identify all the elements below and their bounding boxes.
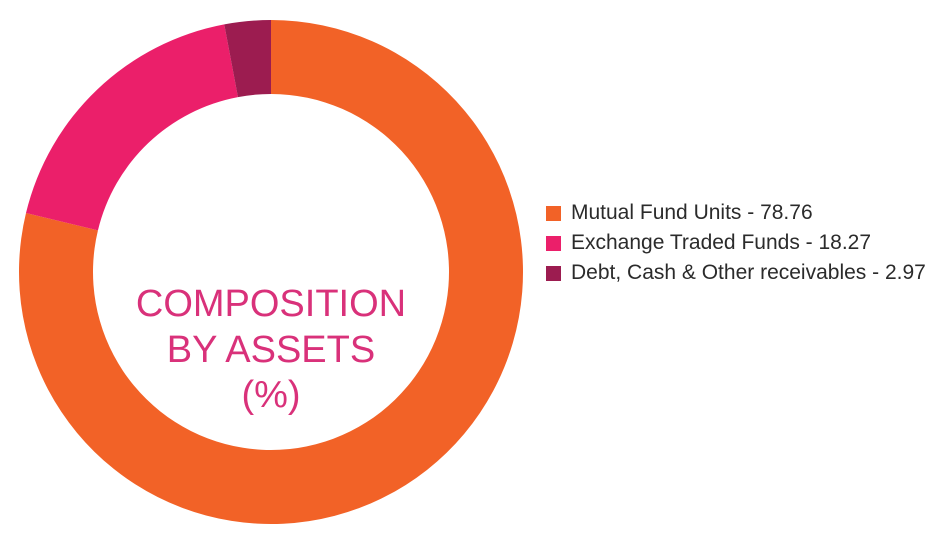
- chart-center-title: COMPOSITION BY ASSETS (%): [95, 282, 447, 419]
- legend-label: Exchange Traded Funds - 18.27: [571, 231, 872, 254]
- donut-slice-2: [25, 24, 238, 231]
- legend-label: Mutual Fund Units - 78.76: [571, 201, 813, 224]
- legend-swatch: [546, 266, 561, 281]
- donut-slice-1: [18, 20, 523, 524]
- legend-swatch: [546, 206, 561, 221]
- legend-item-exchange-traded-funds: Exchange Traded Funds - 18.27: [546, 230, 950, 256]
- legend-label: Debt, Cash & Other receivables - 2.97: [571, 261, 926, 284]
- title-line-1: COMPOSITION: [135, 283, 407, 325]
- title-line-3: (%): [241, 374, 301, 417]
- donut-slice-3: [224, 20, 271, 98]
- chart-legend: Mutual Fund Units - 78.76 Exchange Trade…: [546, 200, 950, 290]
- title-line-2: BY ASSETS: [166, 328, 376, 371]
- legend-item-debt-cash-other: Debt, Cash & Other receivables - 2.97: [546, 260, 950, 286]
- legend-swatch: [546, 236, 561, 251]
- legend-item-mutual-fund-units: Mutual Fund Units - 78.76: [546, 200, 950, 226]
